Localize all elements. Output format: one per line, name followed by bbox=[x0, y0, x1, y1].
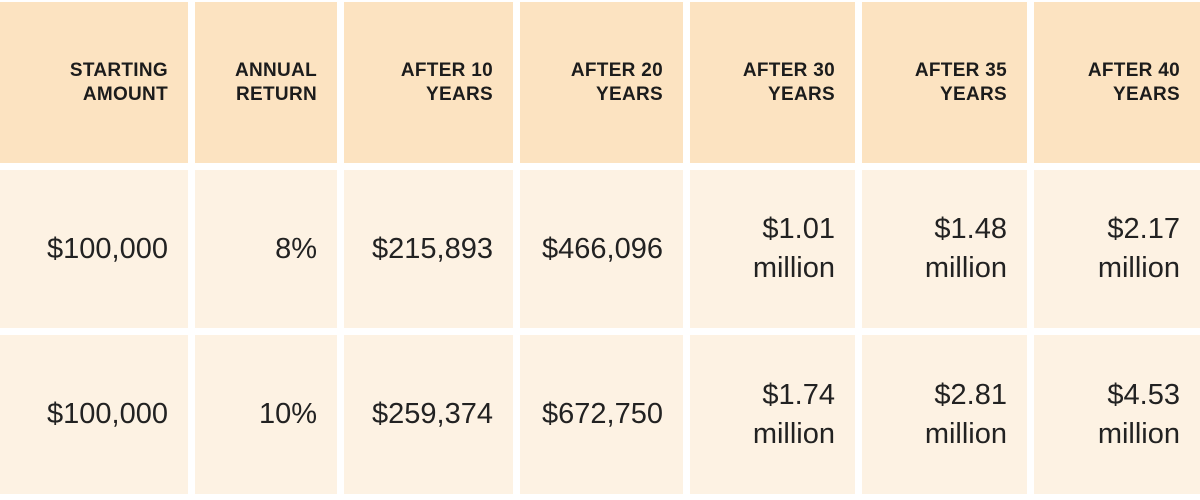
header-cell-starting-amount: STARTING AMOUNT bbox=[0, 2, 188, 163]
table-cell-r2-after-30-years: $1.74 million bbox=[690, 335, 855, 494]
header-cell-after-30-years: AFTER 30 YEARS bbox=[690, 2, 855, 163]
table-cell-r2-after-35-years: $2.81 million bbox=[862, 335, 1027, 494]
table-cell-r1-after-10-years: $215,893 bbox=[344, 170, 513, 328]
header-cell-after-40-years: AFTER 40 YEARS bbox=[1034, 2, 1200, 163]
header-cell-annual-return: ANNUAL RETURN bbox=[195, 2, 337, 163]
table-cell-r1-after-35-years: $1.48 million bbox=[862, 170, 1027, 328]
header-cell-after-35-years: AFTER 35 YEARS bbox=[862, 2, 1027, 163]
table-cell-r2-after-20-years: $672,750 bbox=[520, 335, 683, 494]
header-cell-after-20-years: AFTER 20 YEARS bbox=[520, 2, 683, 163]
table-cell-r1-after-30-years: $1.01 million bbox=[690, 170, 855, 328]
table-cell-r2-starting-amount: $100,000 bbox=[0, 335, 188, 494]
table-cell-r2-after-10-years: $259,374 bbox=[344, 335, 513, 494]
table-cell-r1-annual-return: 8% bbox=[195, 170, 337, 328]
table-cell-r1-starting-amount: $100,000 bbox=[0, 170, 188, 328]
header-cell-after-10-years: AFTER 10 YEARS bbox=[344, 2, 513, 163]
table-cell-r1-after-40-years: $2.17 million bbox=[1034, 170, 1200, 328]
table-cell-r2-after-40-years: $4.53 million bbox=[1034, 335, 1200, 494]
table-cell-r1-after-20-years: $466,096 bbox=[520, 170, 683, 328]
table-cell-r2-annual-return: 10% bbox=[195, 335, 337, 494]
